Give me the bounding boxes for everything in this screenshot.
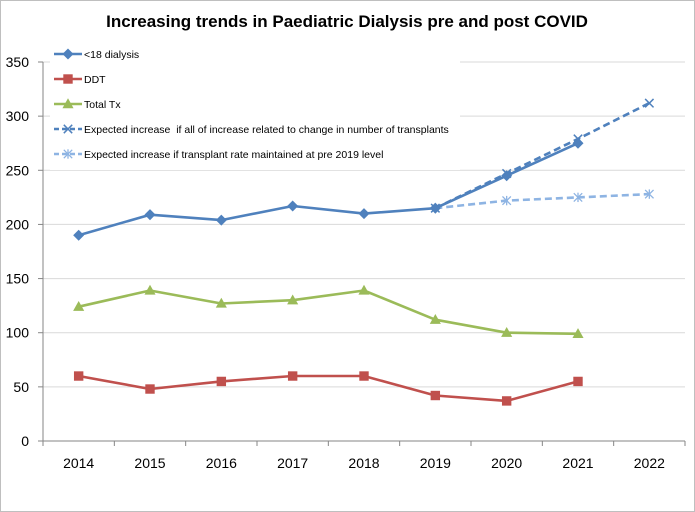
legend-background — [50, 42, 460, 170]
data-point — [572, 137, 584, 149]
data-point — [573, 376, 583, 387]
legend-entry: DDT — [54, 74, 106, 86]
data-point — [644, 98, 655, 108]
data-point — [358, 208, 370, 220]
data-point — [73, 301, 85, 311]
y-tick-label: 150 — [6, 271, 30, 287]
data-point — [287, 200, 299, 212]
data-point — [73, 371, 84, 381]
data-point — [145, 384, 155, 394]
data-point — [144, 284, 156, 295]
data-point — [429, 313, 441, 324]
legend-entry: Expected increase if transplant rate mai… — [54, 149, 383, 161]
series-1 — [73, 371, 583, 406]
data-point-stroke — [644, 98, 655, 108]
x-tick-label: 2014 — [63, 455, 94, 471]
x-tick-label: 2018 — [348, 455, 379, 471]
legend-label: Total Tx — [84, 99, 121, 111]
data-point — [63, 149, 73, 159]
data-point — [501, 170, 513, 182]
y-tick-label: 50 — [13, 379, 29, 395]
data-point — [359, 371, 369, 381]
data-point — [644, 189, 654, 199]
series-line — [435, 192, 650, 210]
data-point — [62, 98, 74, 109]
data-point — [63, 74, 73, 84]
data-point — [144, 209, 156, 221]
data-point — [215, 214, 227, 226]
legend-box — [50, 42, 460, 170]
series-2 — [73, 284, 584, 338]
y-tick-label: 350 — [6, 54, 30, 70]
data-point — [63, 124, 73, 134]
data-point — [501, 396, 512, 406]
x-tick-labels: 2014 2015 2016 2017 2018 2019 2020 2021 2022 — [63, 455, 665, 471]
legend: <18 dialysis DDT Total Tx Expected increase… — [54, 48, 449, 161]
data-point — [501, 326, 513, 337]
y-tick-label: 250 — [6, 162, 30, 178]
x-tick-label: 2017 — [277, 455, 308, 471]
legend-entry: Total Tx — [54, 98, 121, 111]
legend-entry: <18 dialysis — [54, 48, 139, 61]
x-tick-label: 2019 — [420, 455, 451, 471]
series-0 — [73, 137, 584, 241]
x-tick-label: 2022 — [634, 455, 665, 471]
axes — [38, 61, 686, 446]
legend-label: DDT — [84, 74, 106, 86]
series-line — [78, 289, 579, 336]
data-point — [62, 48, 74, 60]
x-tick-label: 2020 — [491, 455, 522, 471]
data-point — [287, 294, 299, 305]
data-point — [573, 192, 583, 203]
y-tick-label: 300 — [6, 108, 30, 124]
data-point — [216, 376, 227, 387]
legend-label: Expected increase if all of increase rel… — [84, 124, 449, 136]
data-point — [73, 229, 85, 241]
data-point — [430, 390, 441, 401]
data-point — [502, 195, 512, 206]
x-tick-label: 2015 — [134, 455, 165, 471]
y-tick-label: 200 — [6, 216, 30, 232]
legend-label: Expected increase if transplant rate mai… — [84, 149, 383, 161]
x-tick-label: 2021 — [562, 455, 593, 471]
series-4 — [430, 189, 654, 213]
series-line — [78, 142, 579, 237]
legend-label: <18 dialysis — [84, 49, 139, 61]
data-point — [429, 202, 441, 214]
data-point — [572, 328, 584, 338]
y-tick-labels: 0 50 100 150 200 250 300 350 — [6, 54, 30, 449]
data-point — [215, 297, 227, 308]
y-tick-label: 0 — [21, 433, 29, 449]
data-point — [287, 371, 298, 381]
legend-entry: Expected increase if all of increase rel… — [54, 124, 449, 136]
x-tick-label: 2016 — [206, 455, 237, 471]
y-tick-label: 100 — [6, 325, 30, 341]
series-line — [78, 374, 579, 403]
chart-title: Increasing trends in Paediatric Dialysis… — [106, 12, 588, 31]
data-point-stroke — [63, 124, 73, 134]
series-group — [73, 98, 655, 406]
data-point — [358, 284, 370, 295]
